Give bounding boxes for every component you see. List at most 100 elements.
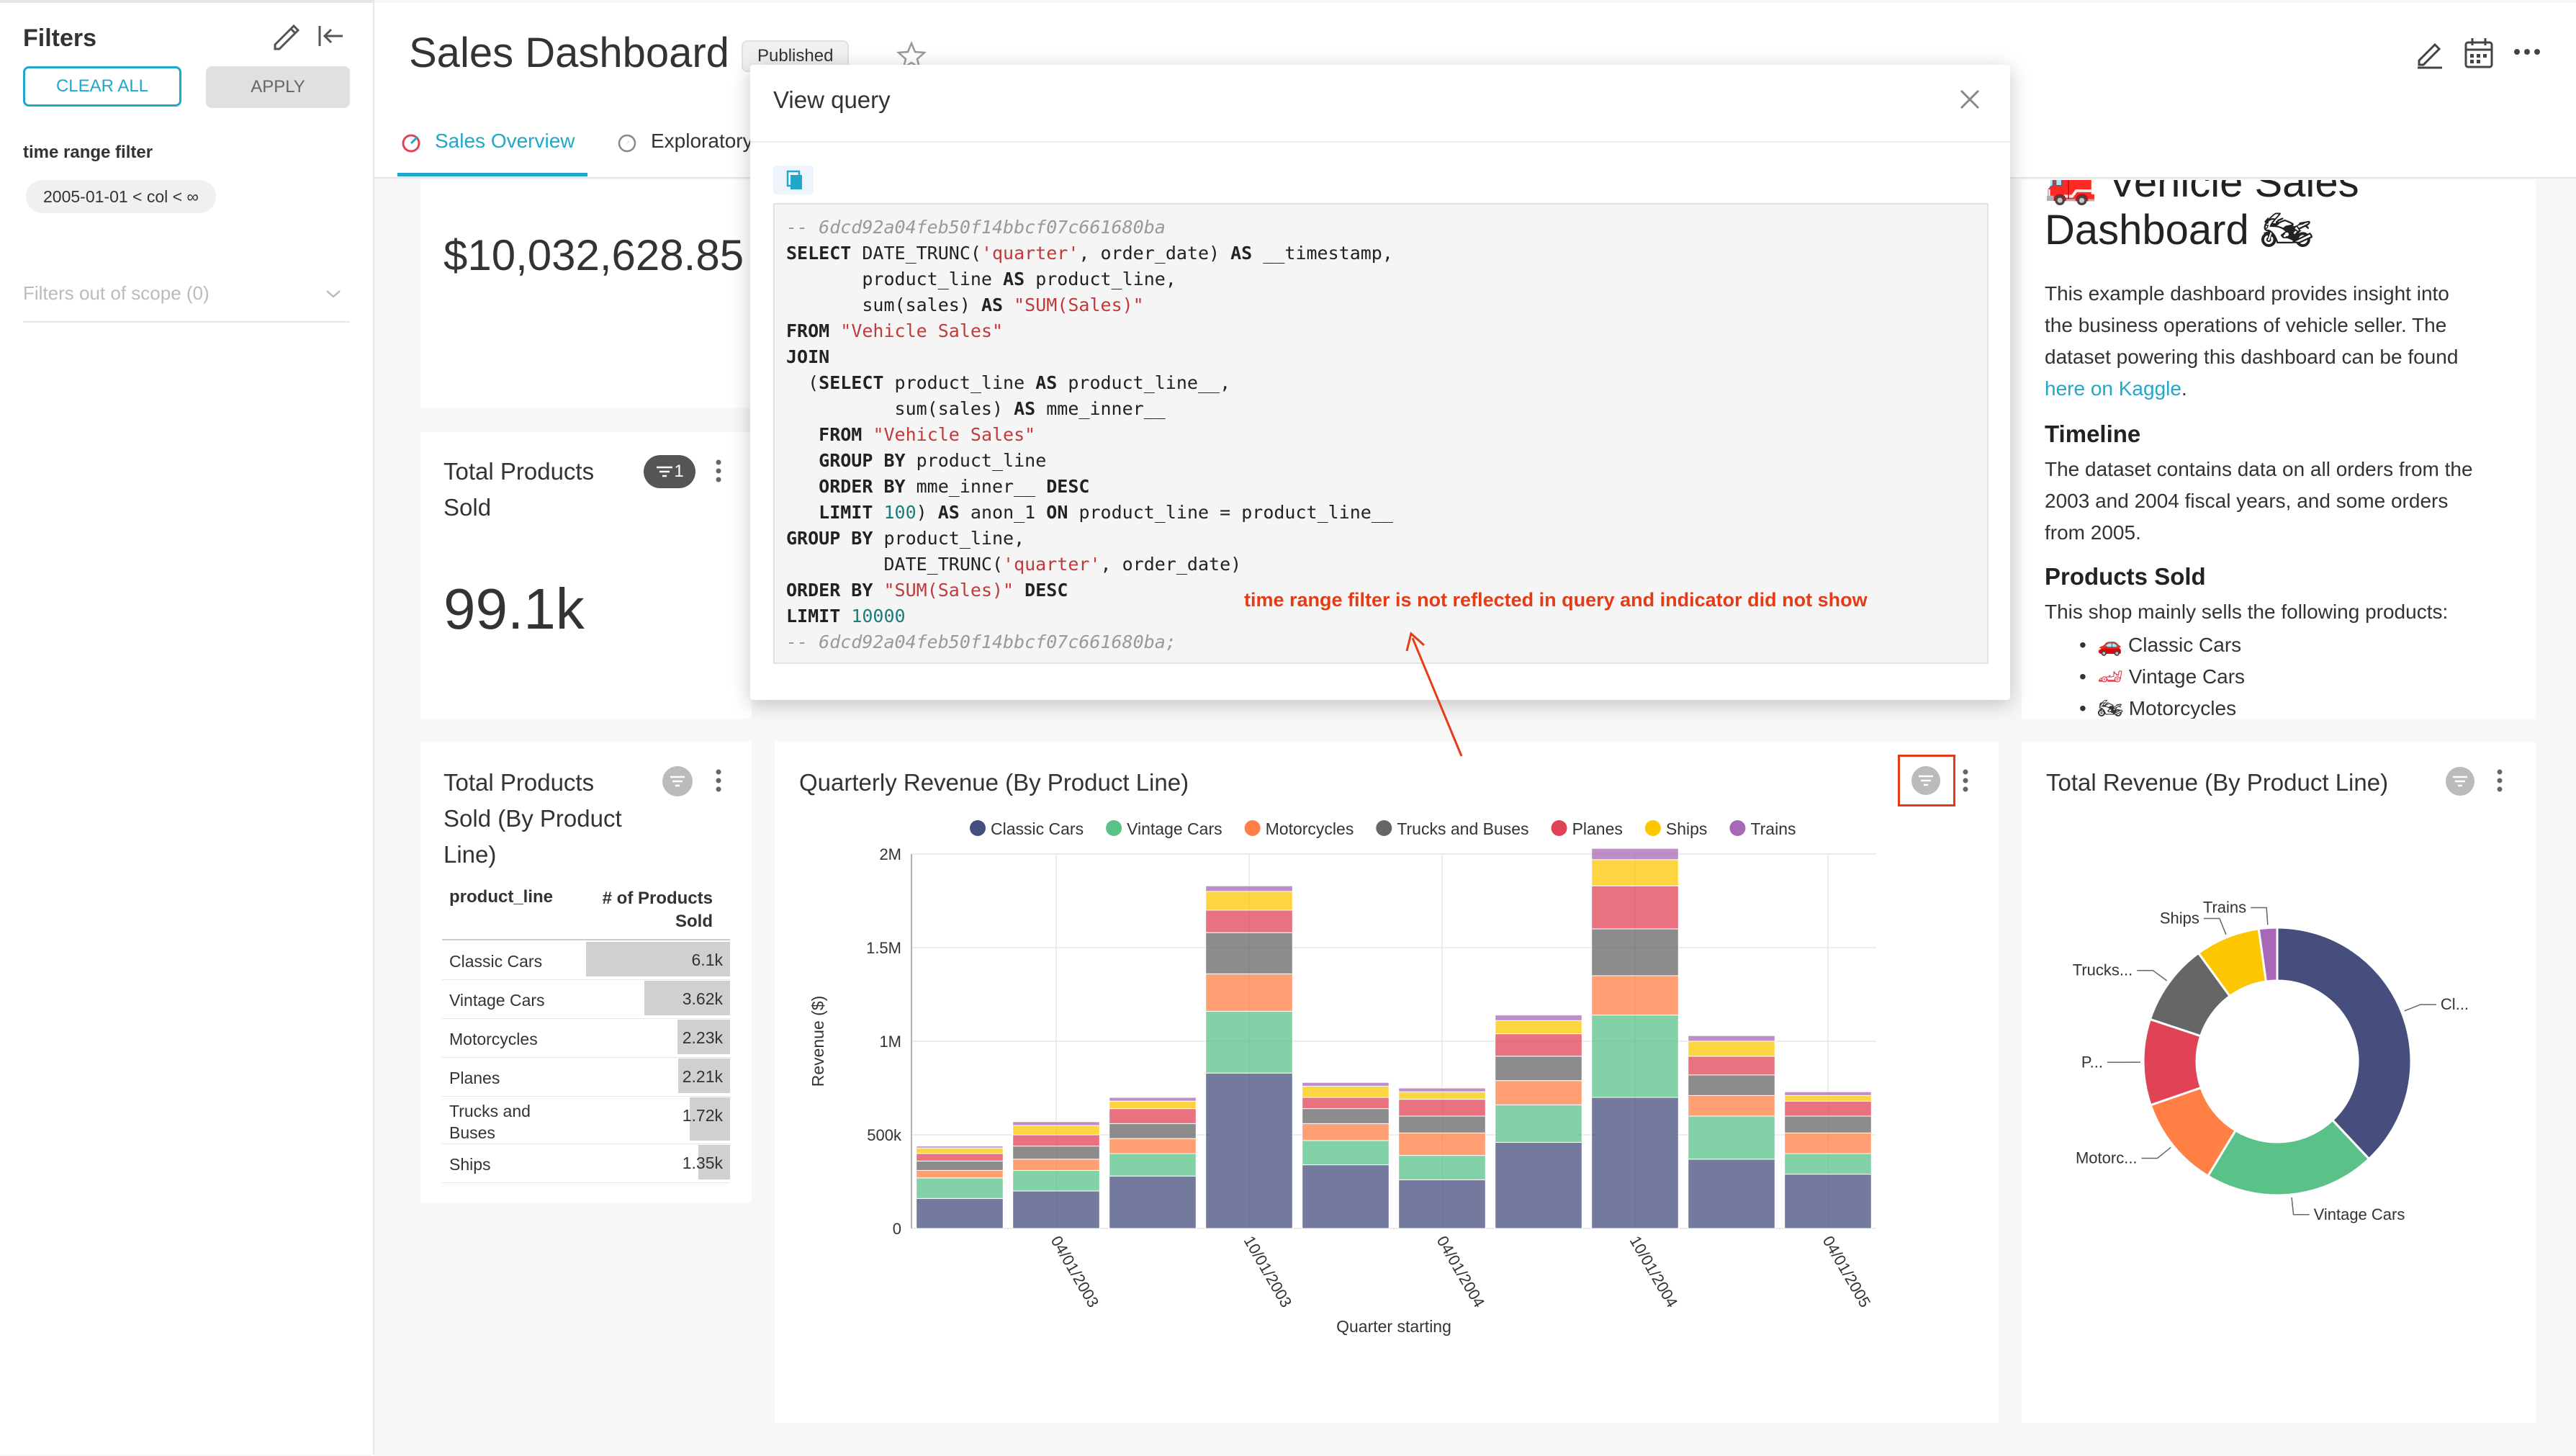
filters-title: Filters (23, 24, 97, 52)
modal-title: View query (773, 86, 891, 113)
bar-segment (1398, 1099, 1486, 1117)
column-header-product-line[interactable]: product_line (449, 887, 554, 907)
x-axis-title: Quarter starting (1336, 1317, 1451, 1336)
legend-label: Trucks and Buses (1397, 819, 1528, 838)
bar-segment (1784, 1100, 1872, 1117)
bar-segment (1302, 1123, 1390, 1141)
y-tick-label: 1M (879, 1033, 901, 1051)
bar-segment (1205, 1010, 1293, 1074)
bar-segment (1012, 1134, 1100, 1147)
slice-label: Trains (2203, 899, 2246, 917)
filter-value-chip[interactable]: 2005-01-01 < col < ∞ (26, 180, 216, 213)
bar-segment (1784, 1095, 1872, 1102)
legend-marker (1106, 820, 1122, 836)
total-sales-value: $10,032,628.85 (443, 231, 744, 279)
bar-segment (1205, 932, 1293, 974)
filter-indicator-icon[interactable] (1909, 764, 1942, 797)
bar-segment (1591, 859, 1679, 886)
x-tick-label: 04/01/2004 (1433, 1233, 1489, 1311)
bar-segment (1784, 1153, 1872, 1175)
markdown-heading: 🚒 Vehicle Sales (2045, 180, 2359, 207)
filter-indicator-icon[interactable] (2444, 765, 2477, 798)
slice-label: Motorc... (2076, 1149, 2138, 1167)
table-row[interactable]: Classic Cars 6.1k (442, 940, 730, 980)
star-icon[interactable] (896, 40, 927, 71)
active-tab-indicator (397, 173, 587, 176)
sql-code-block[interactable]: -- 6dcd92a04feb50f14bbcf07c661680ba SELE… (773, 203, 1989, 664)
column-header-products-sold[interactable]: # of Products Sold (602, 889, 713, 931)
table-row[interactable]: Planes 2.21k (442, 1057, 730, 1097)
more-menu-icon[interactable] (2513, 45, 2541, 59)
bar-segment (1591, 885, 1679, 930)
table-cell-value: 6.1k (691, 951, 723, 969)
value-bar (677, 1020, 730, 1054)
bar-segment (1109, 1153, 1197, 1177)
value-bar (586, 942, 730, 976)
edit-filters-icon[interactable] (269, 20, 301, 52)
bar-segment (1109, 1123, 1197, 1139)
legend-marker (1551, 820, 1567, 836)
card-menu-icon[interactable] (711, 458, 726, 487)
stacked-bar-chart: Classic Cars Vintage Cars Motorcycles Truck… (809, 819, 1876, 1336)
bar-segment (1398, 1179, 1486, 1229)
bar-segment (1398, 1115, 1486, 1133)
collapse-panel-icon[interactable] (315, 22, 347, 50)
bar-segment (1302, 1085, 1390, 1098)
table-cell-value: 1.35k (682, 1154, 723, 1172)
legend-marker (1729, 820, 1746, 836)
bar-segment (1205, 909, 1293, 933)
timeline-heading: Timeline (2045, 421, 2141, 447)
card-menu-icon[interactable] (2492, 768, 2507, 796)
compass-icon (618, 134, 636, 153)
table-row[interactable]: Trucks and Buses 1.72k (442, 1096, 730, 1144)
bar-segment (1495, 1056, 1582, 1082)
filter-icon (657, 466, 673, 477)
bar-segment (1109, 1138, 1197, 1154)
table-row[interactable]: Motorcycles 2.23k (442, 1018, 730, 1058)
table-cell-value: 2.21k (682, 1067, 723, 1086)
bar-segment (1109, 1100, 1197, 1110)
apply-button[interactable]: APPLY (206, 66, 350, 108)
bar-segment (1688, 1074, 1775, 1096)
y-tick-label: 0 (893, 1220, 901, 1238)
table-row[interactable]: Vintage Cars 3.62k (442, 979, 730, 1019)
edit-dashboard-icon[interactable] (2413, 37, 2445, 69)
bar-segment (1784, 1174, 1872, 1229)
bar-segment (916, 1169, 1004, 1179)
filters-out-of-scope[interactable]: Filters out of scope (0) (23, 282, 210, 304)
bar-segment (1688, 1115, 1775, 1160)
divider (442, 939, 730, 940)
table-cell-name: Vintage Cars (449, 991, 545, 1010)
card-menu-icon[interactable] (711, 768, 726, 796)
products-heading: Products Sold (2045, 563, 2206, 590)
kaggle-link[interactable]: here on Kaggle (2045, 377, 2181, 400)
tab-sales-overview[interactable]: Sales Overview (435, 130, 575, 152)
x-tick-label: 10/01/2003 (1240, 1233, 1296, 1311)
clear-all-button[interactable]: CLEAR ALL (23, 66, 181, 107)
card-menu-icon[interactable] (1958, 768, 1973, 796)
bar-segment (1302, 1140, 1390, 1166)
bar-segment (916, 1146, 1004, 1149)
total-products-value: 99.1k (443, 577, 585, 641)
chevron-down-icon[interactable] (324, 287, 343, 301)
tab-exploratory[interactable]: Exploratory (651, 130, 753, 152)
bar-segment (1398, 1087, 1486, 1092)
close-icon[interactable] (1957, 86, 1983, 112)
bar-segment (1302, 1097, 1390, 1110)
copy-icon[interactable] (773, 166, 814, 194)
pie-slice (2276, 926, 2413, 1161)
filter-indicator-badge[interactable]: 1 (644, 455, 695, 488)
bar-segment (1398, 1132, 1486, 1156)
leader-line (2251, 907, 2269, 925)
divider (23, 321, 350, 323)
bar-segment (1205, 973, 1293, 1012)
donut-chart: Cl... Vintage Cars Motorc... P... Trucks... S… (2073, 899, 2469, 1223)
table-row[interactable]: Ships 1.35k (442, 1143, 730, 1183)
table-cell-name: Planes (449, 1069, 500, 1087)
filter-indicator-icon[interactable] (661, 765, 694, 798)
calendar-icon[interactable] (2462, 36, 2495, 71)
x-tick-label: 10/01/2004 (1626, 1233, 1682, 1311)
chart-title: Quarterly Revenue (By Product Line) (799, 769, 1189, 796)
total-revenue-card (2022, 742, 2536, 1423)
highlight-box (1898, 755, 1955, 806)
